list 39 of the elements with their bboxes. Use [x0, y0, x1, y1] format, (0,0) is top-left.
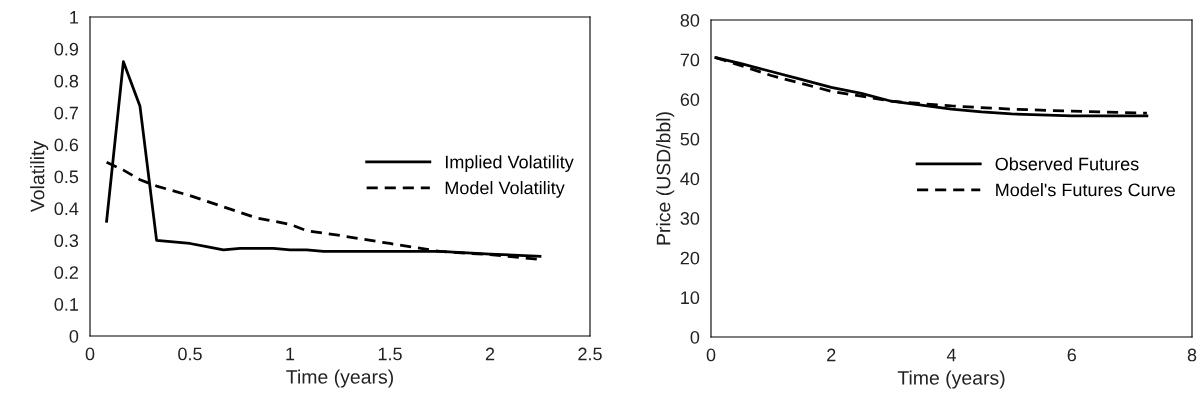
y-tick-label: 0.1	[54, 298, 79, 311]
x-tick-label: 1.5	[378, 347, 402, 361]
y-tick-label: 0.5	[54, 170, 79, 184]
y-axis-title: Price (USD/bbl)	[656, 112, 675, 245]
x-tick-label: 2	[827, 348, 836, 362]
y-tick-label: 0.4	[54, 202, 79, 216]
y-tick-label: 0.7	[54, 106, 78, 120]
y-tick-label: 0	[69, 329, 79, 343]
y-axis-title: Volatility	[30, 140, 49, 213]
x-tick-label: 2	[485, 347, 495, 361]
legend-label: Implied Volatility	[445, 155, 574, 172]
x-tick-label: 2.5	[578, 347, 602, 361]
legend-label: Model Volatility	[445, 181, 565, 198]
legend-label: Observed Futures	[995, 157, 1139, 171]
y-tick-label: 0.6	[54, 138, 79, 152]
x-tick-label: 4	[946, 348, 956, 362]
y-tick-label: 20	[680, 251, 700, 265]
y-tick-label: 0	[690, 330, 700, 344]
y-tick-label: 50	[680, 132, 700, 146]
x-tick-label: 0.5	[178, 347, 202, 361]
y-tick-label: 10	[681, 291, 700, 305]
y-tick-label: 40	[680, 172, 700, 186]
y-tick-label: 1	[70, 11, 79, 24]
x-tick-label: 8	[1187, 348, 1197, 362]
y-tick-label: 0.8	[54, 74, 79, 88]
y-tick-label: 0.9	[54, 42, 79, 56]
x-axis-title: Time (years)	[897, 370, 1005, 389]
x-tick-label: 1	[286, 347, 295, 361]
y-tick-label: 0.3	[54, 234, 79, 248]
legend-label: Model's Futures Curve	[996, 183, 1175, 197]
x-tick-label: 6	[1067, 348, 1076, 362]
x-axis-title: Time (years)	[286, 369, 393, 388]
y-tick-label: 60	[680, 93, 700, 106]
y-tick-label: 70	[680, 53, 700, 67]
y-tick-label: 0.2	[54, 266, 78, 279]
y-tick-label: 80	[680, 13, 700, 27]
x-tick-label: 0	[85, 347, 95, 361]
x-tick-label: 0	[706, 348, 716, 362]
y-tick-label: 30	[680, 212, 700, 225]
